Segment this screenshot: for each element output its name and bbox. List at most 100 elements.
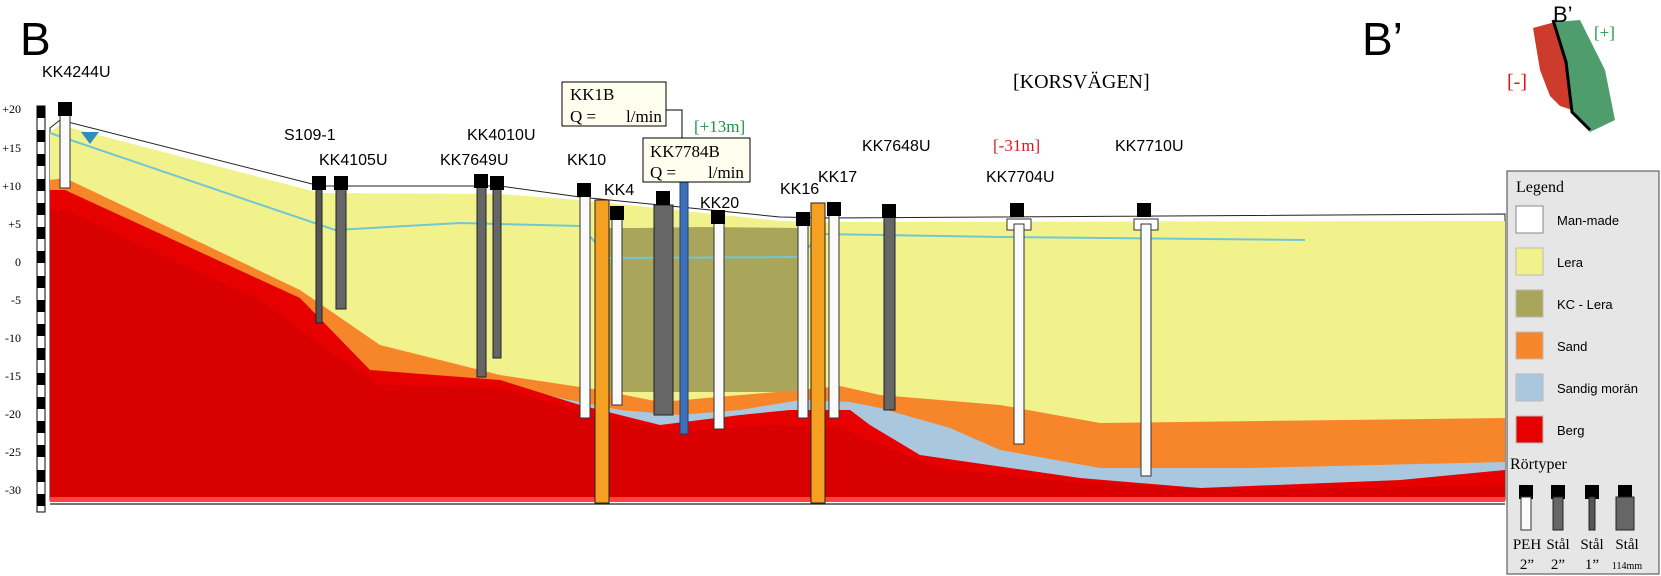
inset-map-end-label: B’ xyxy=(1553,2,1573,27)
flow-box-title: KK1B xyxy=(570,85,614,104)
inset-map-plus-label: [+] xyxy=(1594,23,1615,42)
well-kk17 xyxy=(827,202,841,419)
pipe-type-icon xyxy=(1551,485,1565,499)
inset-map: B’ [+] [-] xyxy=(1507,2,1615,132)
legend-title: Legend xyxy=(1516,179,1564,196)
axis-tick-label: +10 xyxy=(2,179,21,193)
legend-swatch xyxy=(1515,415,1544,444)
well-kk7784b xyxy=(679,177,689,435)
axis-tick-label: 0 xyxy=(15,255,21,269)
well-kk4105u xyxy=(334,176,348,310)
location-label: [KORSVÄGEN] xyxy=(1013,70,1150,93)
axis-tick-label: +5 xyxy=(8,217,21,231)
flow-box-frame xyxy=(642,137,751,183)
offset-minus-label: [-31m] xyxy=(993,136,1040,155)
flow-box-frame xyxy=(561,81,667,127)
well-label: KK7704U xyxy=(986,169,1055,186)
legend-swatch xyxy=(1515,331,1544,360)
axis-tick-label: -30 xyxy=(5,483,21,497)
water-table-marker xyxy=(81,132,99,144)
well-label: KK10 xyxy=(567,152,606,169)
well-cap xyxy=(1137,203,1151,217)
well-label: KK4 xyxy=(604,182,634,199)
pipe-type-size: 114mm xyxy=(1612,561,1642,572)
axis-tick-label: -5 xyxy=(11,293,21,307)
well-label: KK4244U xyxy=(42,64,111,81)
large-pipe xyxy=(594,199,610,504)
section-base-line xyxy=(50,497,1505,502)
well-cap xyxy=(882,204,896,218)
flow-box-title: KK7784B xyxy=(650,142,720,161)
pipe-type-size: 2” xyxy=(1551,557,1565,573)
legend: Legend Man-made Lera KC - Lera Sand Sand… xyxy=(1506,170,1660,575)
legend-item-label: Man-made xyxy=(1557,213,1619,228)
axis-tick-label: -15 xyxy=(5,369,21,383)
legend-swatch xyxy=(1515,289,1544,318)
well-kk4010u xyxy=(490,176,504,359)
pipe-type-icon xyxy=(1585,485,1599,499)
well-cap xyxy=(334,176,348,190)
inset-map-section-line xyxy=(1551,19,1592,132)
axis-tick-label: +15 xyxy=(2,141,21,155)
legend-item-label: Lera xyxy=(1557,255,1584,270)
well-s109-1 xyxy=(312,176,326,324)
wells xyxy=(58,102,1159,504)
soil-layers xyxy=(49,119,1506,505)
well-label: KK17 xyxy=(818,169,857,186)
pipe-type-label: Stål xyxy=(1580,537,1603,553)
well-cap xyxy=(610,206,624,220)
flow-box-kk7784b: KK7784B Q = l/min xyxy=(642,137,751,183)
legend-item-label: Sand xyxy=(1557,339,1587,354)
axis-tick-label: +20 xyxy=(2,102,21,116)
legend-item-label: Sandig morän xyxy=(1557,381,1638,396)
section-start-label: B xyxy=(20,13,51,65)
flow-box-q-label: Q = xyxy=(650,163,676,182)
flow-box-kk1b: KK1B Q = l/min xyxy=(561,81,683,138)
well-kk7648u xyxy=(882,204,896,411)
well-label: KK4105U xyxy=(319,152,388,169)
water-table-line xyxy=(49,132,1306,260)
elevation-axis: +20 +15 +10 +5 0 -5 -10 -15 -20 -25 -30 xyxy=(2,102,46,513)
well-kk16 xyxy=(796,202,826,504)
flow-box-unit: l/min xyxy=(708,163,744,182)
well-cap xyxy=(796,212,810,226)
well-cap xyxy=(827,202,841,216)
legend-swatch xyxy=(1515,247,1544,276)
well-kk4 xyxy=(594,199,624,504)
well-kk20 xyxy=(711,210,725,430)
well-kk7710u xyxy=(1133,203,1159,477)
pipe-type-label: PEH xyxy=(1513,537,1542,553)
legend-item-label: KC - Lera xyxy=(1557,297,1613,312)
well-kk7704u xyxy=(1006,203,1032,445)
flow-box-unit: l/min xyxy=(626,107,662,126)
well-label: KK7649U xyxy=(440,152,509,169)
well-label: S109-1 xyxy=(284,127,336,144)
pipe-type-label: Stål xyxy=(1546,537,1569,553)
axis-tick-label: -20 xyxy=(5,407,21,421)
legend-item-label: Berg xyxy=(1557,423,1584,438)
offset-plus-label: [+13m] xyxy=(694,117,745,136)
pipe-type-size: 2” xyxy=(1520,557,1534,573)
legend-swatch xyxy=(1515,373,1544,402)
axis-tick-label: -25 xyxy=(5,445,21,459)
well-cap xyxy=(1010,203,1024,217)
well-label: KK20 xyxy=(700,195,739,212)
well-cap xyxy=(577,183,591,197)
well-label: KK16 xyxy=(780,181,819,198)
pipe-type-icon xyxy=(1618,485,1632,499)
pipe-type-size: 1” xyxy=(1585,557,1599,573)
pipe-type-label: Stål xyxy=(1615,537,1638,553)
well-cap xyxy=(711,210,725,224)
well-cap xyxy=(474,174,488,188)
inset-map-plus-zone xyxy=(1555,20,1615,132)
pipe-type-icon xyxy=(1519,485,1533,499)
well-label: KK4010U xyxy=(467,127,536,144)
section-end-label: B’ xyxy=(1362,13,1403,65)
legend-pipe-title: Rörtyper xyxy=(1510,456,1568,473)
layer-deep-rock xyxy=(50,210,1505,500)
large-pipe xyxy=(810,202,826,504)
well-kk4244u xyxy=(58,102,72,189)
legend-swatch xyxy=(1515,205,1544,234)
well-kk1b xyxy=(653,191,674,416)
